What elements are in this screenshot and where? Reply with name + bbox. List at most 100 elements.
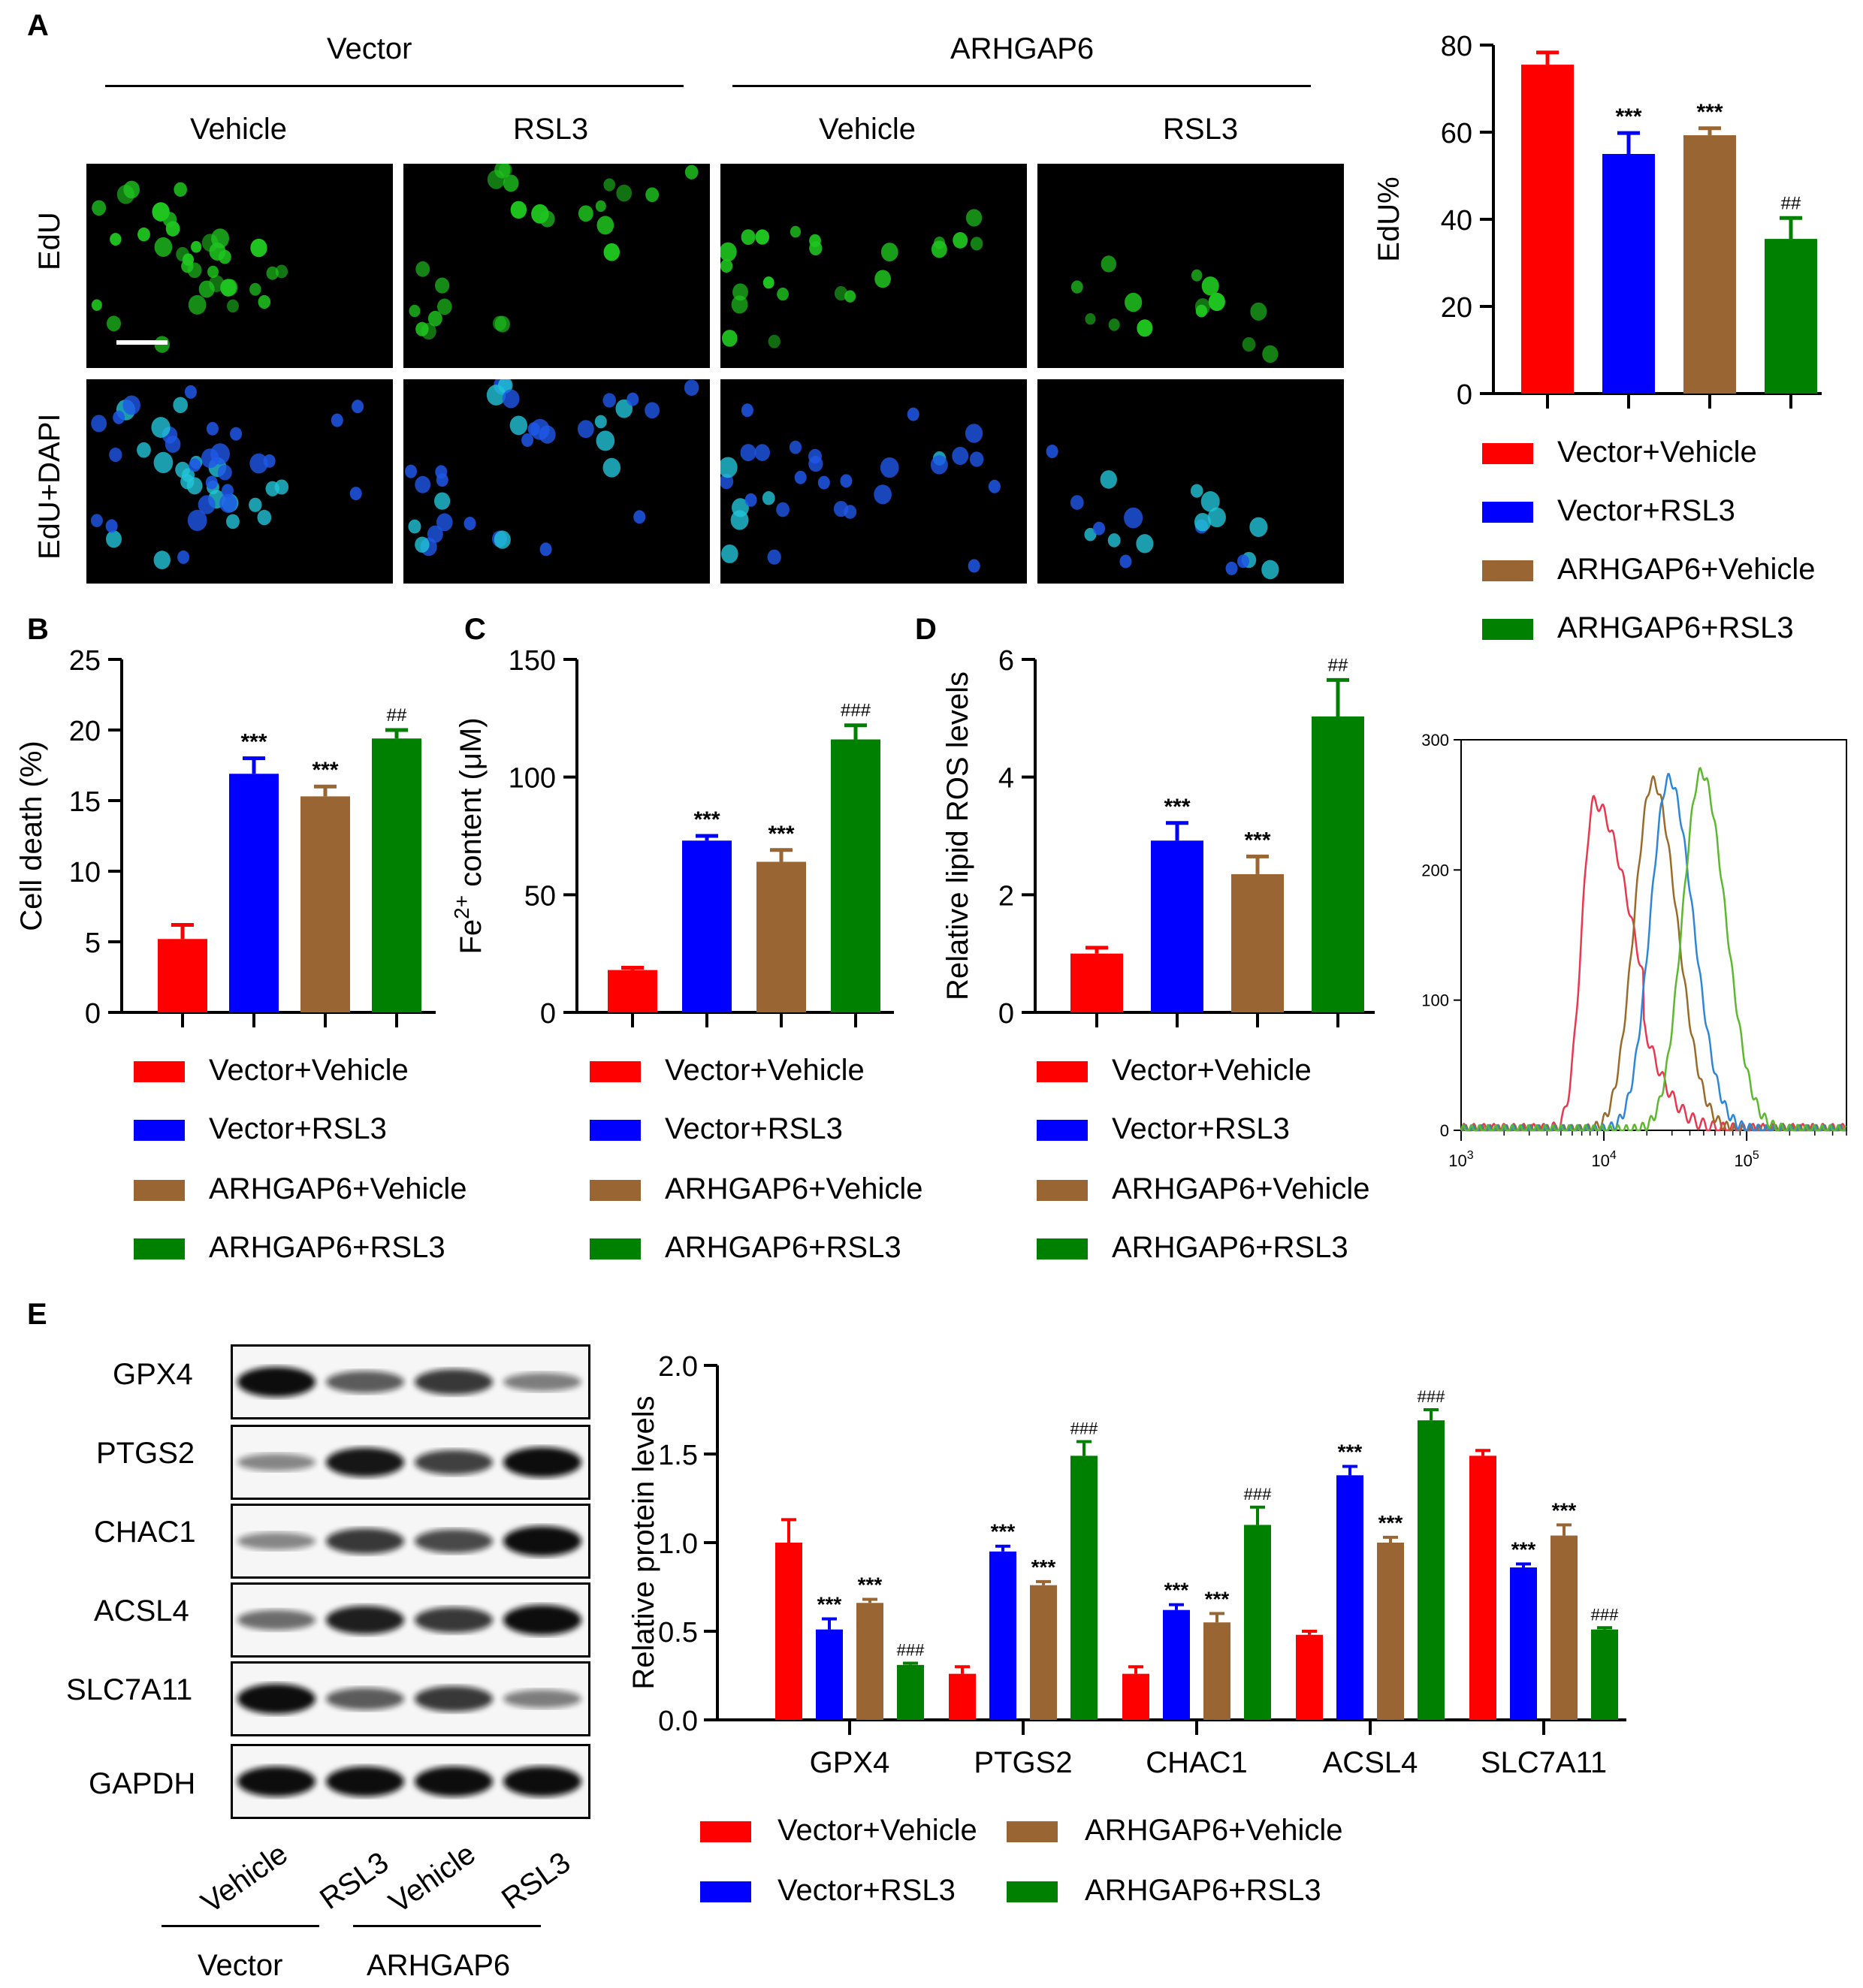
blot-band xyxy=(503,1766,581,1796)
legend-e-swatch-3 xyxy=(1007,1881,1058,1902)
nucleus-dapi xyxy=(602,393,616,408)
nucleus-edu xyxy=(874,270,891,288)
significance-label: ### xyxy=(1070,1419,1098,1437)
nucleus-dapi xyxy=(539,542,552,557)
nucleus-dapi xyxy=(720,544,738,563)
legend-d-swatch-3 xyxy=(1037,1238,1088,1259)
nucleus-dapi xyxy=(577,420,594,439)
nucleus-edu xyxy=(880,243,898,262)
legend-b-label-0: Vector+Vehicle xyxy=(209,1054,409,1087)
dapi-image-vector-vehicle xyxy=(86,379,393,584)
bar-gpx4-2 xyxy=(816,1629,843,1720)
nucleus-dapi xyxy=(1200,491,1220,512)
nucleus-dapi xyxy=(349,487,362,501)
bar-3 xyxy=(1683,135,1736,394)
bar-acsl4-3 xyxy=(1377,1543,1404,1720)
legend-b-label-3: ARHGAP6+RSL3 xyxy=(209,1231,445,1264)
y-tick-label: 2 xyxy=(998,880,1014,912)
blot-band xyxy=(237,1532,316,1550)
nucleus-dapi xyxy=(415,536,430,553)
histogram-series-4 xyxy=(1460,766,1847,1132)
nucleus-dapi xyxy=(1236,554,1249,569)
nucleus-edu xyxy=(755,229,770,245)
blot-band xyxy=(326,1447,404,1477)
bar-acsl4-2 xyxy=(1336,1475,1363,1720)
nucleus-dapi xyxy=(684,379,699,396)
nucleus-dapi xyxy=(177,550,190,564)
nucleus-edu xyxy=(578,205,593,222)
legend-c-swatch-3 xyxy=(590,1238,641,1259)
blot-label-ptgs2: PTGS2 xyxy=(96,1437,195,1470)
nucleus-dapi xyxy=(602,457,621,478)
legend-b-swatch-3 xyxy=(134,1238,185,1259)
nucleus-edu xyxy=(1208,292,1225,312)
bar-chac1-2 xyxy=(1163,1609,1190,1720)
nucleus-dapi xyxy=(187,509,207,532)
nucleus-dapi xyxy=(776,502,790,517)
bar-chac1-1 xyxy=(1122,1673,1149,1720)
nucleus-edu xyxy=(249,282,261,296)
nucleus-dapi xyxy=(91,415,107,433)
nucleus-edu xyxy=(415,261,430,277)
bar-1 xyxy=(608,970,657,1012)
scale-bar xyxy=(116,340,168,345)
nucleus-edu xyxy=(1250,302,1267,321)
nucleus-dapi xyxy=(833,500,849,517)
blot-label-chac1: CHAC1 xyxy=(94,1516,196,1549)
nucleus-dapi xyxy=(930,455,948,475)
nucleus-edu xyxy=(258,294,271,309)
nucleus-dapi xyxy=(405,464,418,478)
nucleus-edu xyxy=(768,334,781,348)
nucleus-dapi xyxy=(740,444,756,462)
nucleus-edu xyxy=(415,321,429,336)
bar-ptgs2-2 xyxy=(989,1551,1016,1720)
bar-slc7a11-3 xyxy=(1550,1535,1578,1720)
nucleus-edu xyxy=(1085,312,1096,325)
nucleus-dapi xyxy=(433,492,451,510)
nucleus-dapi xyxy=(153,451,174,474)
significance-label: *** xyxy=(1696,100,1723,125)
legend-e-label-3: ARHGAP6+RSL3 xyxy=(1085,1874,1321,1907)
nucleus-edu xyxy=(762,276,774,289)
nucleus-dapi xyxy=(257,509,272,526)
significance-label: *** xyxy=(1338,1440,1363,1464)
nucleus-dapi xyxy=(969,451,984,467)
nucleus-dapi xyxy=(105,519,118,533)
legend-d-label-0: Vector+Vehicle xyxy=(1112,1054,1312,1087)
nucleus-dapi xyxy=(230,427,243,441)
legend-e-label-1: Vector+RSL3 xyxy=(778,1874,956,1907)
nucleus-dapi xyxy=(165,436,181,453)
nucleus-dapi xyxy=(153,551,171,569)
nucleus-dapi xyxy=(1046,445,1058,459)
y-axis-label: Relative lipid ROS levels xyxy=(941,671,974,1000)
blot-label-acsl4: ACSL4 xyxy=(94,1594,189,1628)
significance-label: *** xyxy=(1511,1537,1536,1561)
nucleus-edu xyxy=(809,241,823,256)
col-label-rsl3-2: RSL3 xyxy=(1163,113,1239,146)
y-tick-label: 0.0 xyxy=(658,1706,698,1737)
edu-image-vector-vehicle xyxy=(86,164,393,368)
y-tick-label: 25 xyxy=(69,645,101,677)
significance-label: *** xyxy=(768,822,794,846)
legend-d-swatch-2 xyxy=(1037,1180,1088,1201)
y-tick-label: 0 xyxy=(85,998,101,1030)
legend-d-label-2: ARHGAP6+Vehicle xyxy=(1112,1172,1370,1205)
legend-c-label-1: Vector+RSL3 xyxy=(665,1112,843,1145)
nucleus-edu xyxy=(123,180,140,199)
nucleus-dapi xyxy=(221,484,234,498)
nucleus-dapi xyxy=(181,468,195,483)
nucleus-edu xyxy=(91,299,102,311)
y-tick-label: 0 xyxy=(998,998,1014,1030)
blot-band xyxy=(326,1688,404,1710)
y-axis-label: Cell death (%) xyxy=(15,741,48,931)
nucleus-edu xyxy=(503,174,519,192)
significance-label: *** xyxy=(1205,1587,1230,1610)
legend-b-swatch-2 xyxy=(134,1180,185,1201)
blot-band xyxy=(503,1689,581,1709)
y-tick-label: 50 xyxy=(524,880,556,912)
bar-4 xyxy=(831,739,880,1012)
legend-a-swatch-3 xyxy=(1482,619,1533,640)
nucleus-dapi xyxy=(741,403,753,418)
